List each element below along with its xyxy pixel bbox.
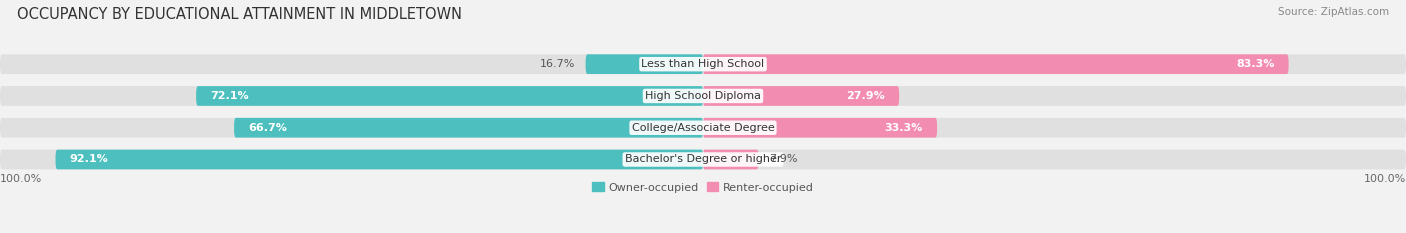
Text: 72.1%: 72.1%: [211, 91, 249, 101]
FancyBboxPatch shape: [197, 86, 703, 106]
Text: Less than High School: Less than High School: [641, 59, 765, 69]
FancyBboxPatch shape: [56, 150, 703, 169]
FancyBboxPatch shape: [0, 150, 1406, 169]
Text: 100.0%: 100.0%: [0, 174, 42, 184]
Text: 16.7%: 16.7%: [540, 59, 575, 69]
Text: 92.1%: 92.1%: [70, 154, 108, 164]
Text: High School Diploma: High School Diploma: [645, 91, 761, 101]
Legend: Owner-occupied, Renter-occupied: Owner-occupied, Renter-occupied: [588, 178, 818, 197]
Text: College/Associate Degree: College/Associate Degree: [631, 123, 775, 133]
Text: 27.9%: 27.9%: [846, 91, 886, 101]
FancyBboxPatch shape: [0, 118, 1406, 137]
FancyBboxPatch shape: [586, 54, 703, 74]
Text: 83.3%: 83.3%: [1236, 59, 1275, 69]
Text: OCCUPANCY BY EDUCATIONAL ATTAINMENT IN MIDDLETOWN: OCCUPANCY BY EDUCATIONAL ATTAINMENT IN M…: [17, 7, 463, 22]
FancyBboxPatch shape: [703, 150, 759, 169]
FancyBboxPatch shape: [0, 54, 1406, 74]
Text: 7.9%: 7.9%: [769, 154, 797, 164]
FancyBboxPatch shape: [0, 86, 1406, 106]
Text: Source: ZipAtlas.com: Source: ZipAtlas.com: [1278, 7, 1389, 17]
FancyBboxPatch shape: [703, 86, 900, 106]
FancyBboxPatch shape: [703, 54, 1289, 74]
FancyBboxPatch shape: [233, 118, 703, 137]
Text: 33.3%: 33.3%: [884, 123, 924, 133]
Text: 66.7%: 66.7%: [247, 123, 287, 133]
FancyBboxPatch shape: [703, 118, 938, 137]
Text: Bachelor's Degree or higher: Bachelor's Degree or higher: [624, 154, 782, 164]
Text: 100.0%: 100.0%: [1364, 174, 1406, 184]
